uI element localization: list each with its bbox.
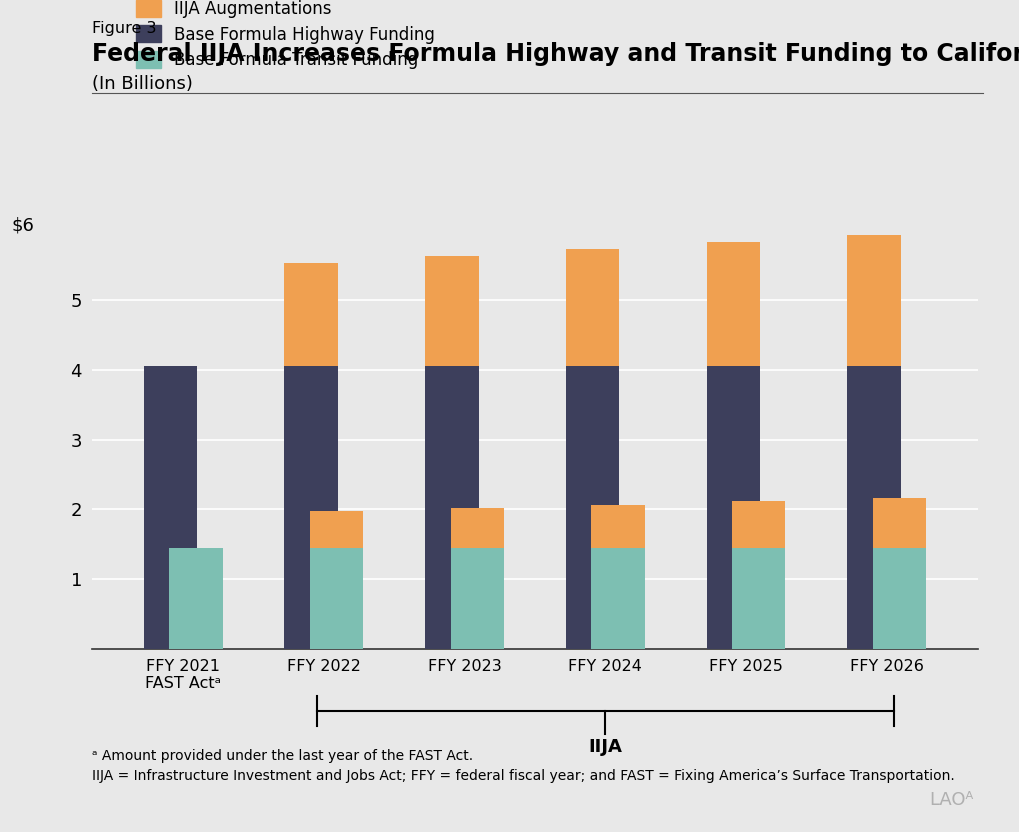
Bar — [732, 501, 786, 547]
Text: Federal IIJA Increases Formula Highway and Transit Funding to California: Federal IIJA Increases Formula Highway a… — [92, 42, 1019, 66]
Bar — [169, 547, 222, 649]
Text: ᵃ Amount provided under the last year of the FAST Act.: ᵃ Amount provided under the last year of… — [92, 749, 473, 763]
Bar — [872, 547, 926, 649]
Bar — [848, 235, 901, 366]
Bar — [144, 366, 198, 649]
Bar — [425, 366, 479, 649]
Bar — [425, 256, 479, 366]
Bar — [872, 498, 926, 547]
Bar — [450, 508, 504, 547]
Text: IIJA = Infrastructure Investment and Jobs Act; FFY = federal fiscal year; and FA: IIJA = Infrastructure Investment and Job… — [92, 769, 955, 783]
Bar — [706, 366, 760, 649]
Bar — [310, 512, 364, 547]
Bar — [310, 547, 364, 649]
Bar — [566, 249, 620, 366]
Legend: IIJA Augmentations, Base Formula Highway Funding, Base Formula Transit Funding: IIJA Augmentations, Base Formula Highway… — [136, 0, 435, 69]
Bar — [591, 547, 645, 649]
Text: Figure 3: Figure 3 — [92, 21, 156, 36]
Bar — [450, 547, 504, 649]
Bar — [284, 263, 338, 366]
Bar — [732, 547, 786, 649]
Bar — [706, 242, 760, 366]
Text: LAOᴬ: LAOᴬ — [929, 790, 973, 809]
Bar — [848, 366, 901, 649]
Text: IIJA: IIJA — [588, 738, 623, 756]
Text: (In Billions): (In Billions) — [92, 75, 193, 93]
Text: $6: $6 — [12, 216, 35, 235]
Bar — [591, 504, 645, 547]
Bar — [566, 366, 620, 649]
Bar — [284, 366, 338, 649]
